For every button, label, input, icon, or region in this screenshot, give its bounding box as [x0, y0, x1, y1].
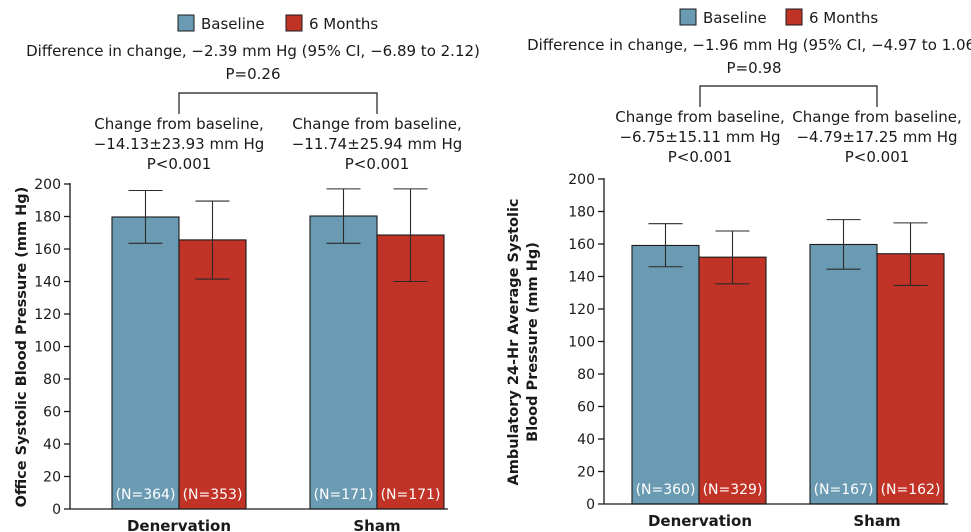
- y-tick-label-120: 120: [568, 302, 595, 318]
- y-tick-label-160: 160: [568, 237, 595, 253]
- change-p-value-0: P<0.001: [668, 148, 733, 166]
- difference-text: Difference in change, −2.39 mm Hg (95% C…: [26, 42, 480, 60]
- y-tick-label-0: 0: [52, 502, 61, 518]
- legend-swatch-6-months: [785, 8, 803, 26]
- n-label-denervation-baseline: (N=360): [636, 482, 696, 498]
- y-tick-label-80: 80: [43, 372, 61, 388]
- change-label-0: Change from baseline,: [94, 115, 263, 133]
- panel-ambulatory-bp: Baseline 6 Months Difference in change, −1…: [506, 8, 971, 530]
- n-label-denervation-6-months: (N=353): [183, 487, 243, 503]
- legend-swatch-baseline: [679, 8, 697, 26]
- bar-sham-6-months: [876, 253, 945, 505]
- y-tick-label-140: 140: [568, 270, 595, 286]
- comparison-bracket: [699, 85, 878, 107]
- comparison-bracket: [178, 92, 378, 114]
- y-tick-label-180: 180: [34, 210, 61, 226]
- category-label-sham: Sham: [853, 512, 900, 530]
- y-tick-label-20: 20: [43, 470, 61, 486]
- y-tick-label-60: 60: [43, 405, 61, 421]
- y-tick-label-160: 160: [34, 242, 61, 258]
- y-tick-label-0: 0: [586, 497, 595, 513]
- n-label-sham-6-months: (N=162): [881, 482, 941, 498]
- category-label-denervation: Denervation: [127, 517, 231, 532]
- bar-denervation-baseline: [111, 216, 180, 510]
- legend-swatch-baseline: [177, 14, 195, 32]
- bar-sham-baseline: [809, 243, 878, 505]
- change-p-value-0: P<0.001: [147, 155, 212, 173]
- change-p-value-1: P<0.001: [845, 148, 910, 166]
- n-label-sham-baseline: (N=167): [814, 482, 874, 498]
- n-label-denervation-6-months: (N=329): [703, 482, 763, 498]
- category-label-sham: Sham: [353, 517, 400, 532]
- change-label-0: Change from baseline,: [615, 108, 784, 126]
- y-axis-label-line2: Blood Pressure (mm Hg): [525, 242, 541, 442]
- change-value-0: −14.13±23.93 mm Hg: [94, 135, 265, 153]
- difference-text: Difference in change, −1.96 mm Hg (95% C…: [527, 36, 971, 54]
- y-axis-label-line1: Ambulatory 24-Hr Average Systolic: [506, 198, 522, 485]
- n-label-sham-6-months: (N=171): [381, 487, 441, 503]
- y-tick-label-100: 100: [34, 340, 61, 356]
- change-p-value-1: P<0.001: [345, 155, 410, 173]
- y-tick-label-180: 180: [568, 205, 595, 221]
- category-label-denervation: Denervation: [648, 512, 752, 530]
- bar-denervation-6-months: [178, 239, 247, 510]
- y-tick-label-60: 60: [577, 400, 595, 416]
- y-tick-label-100: 100: [568, 335, 595, 351]
- change-value-1: −4.79±17.25 mm Hg: [796, 128, 957, 146]
- change-value-1: −11.74±25.94 mm Hg: [292, 135, 463, 153]
- n-label-denervation-baseline: (N=364): [116, 487, 176, 503]
- y-tick-label-40: 40: [43, 437, 61, 453]
- change-label-1: Change from baseline,: [792, 108, 961, 126]
- bar-sham-baseline: [309, 215, 378, 510]
- panel-office-bp: Baseline 6 Months Difference in change, −2…: [14, 14, 480, 532]
- change-label-1: Change from baseline,: [292, 115, 461, 133]
- y-tick-label-20: 20: [577, 465, 595, 481]
- y-tick-label-200: 200: [34, 177, 61, 193]
- y-tick-label-120: 120: [34, 307, 61, 323]
- legend-label-baseline: Baseline: [201, 15, 265, 33]
- difference-p-value: P=0.98: [726, 59, 781, 77]
- legend-label-baseline: Baseline: [703, 9, 767, 27]
- legend-label-6-months: 6 Months: [809, 9, 878, 27]
- y-tick-label-80: 80: [577, 367, 595, 383]
- bar-denervation-6-months: [698, 256, 767, 505]
- y-axis-label: Office Systolic Blood Pressure (mm Hg): [14, 187, 30, 508]
- legend-swatch-6-months: [285, 14, 303, 32]
- y-tick-label-140: 140: [34, 275, 61, 291]
- difference-p-value: P=0.26: [225, 65, 280, 83]
- y-tick-label-200: 200: [568, 172, 595, 188]
- bar-denervation-baseline: [631, 244, 700, 505]
- n-label-sham-baseline: (N=171): [314, 487, 374, 503]
- change-value-0: −6.75±15.11 mm Hg: [619, 128, 780, 146]
- legend-label-6-months: 6 Months: [309, 15, 378, 33]
- y-tick-label-40: 40: [577, 432, 595, 448]
